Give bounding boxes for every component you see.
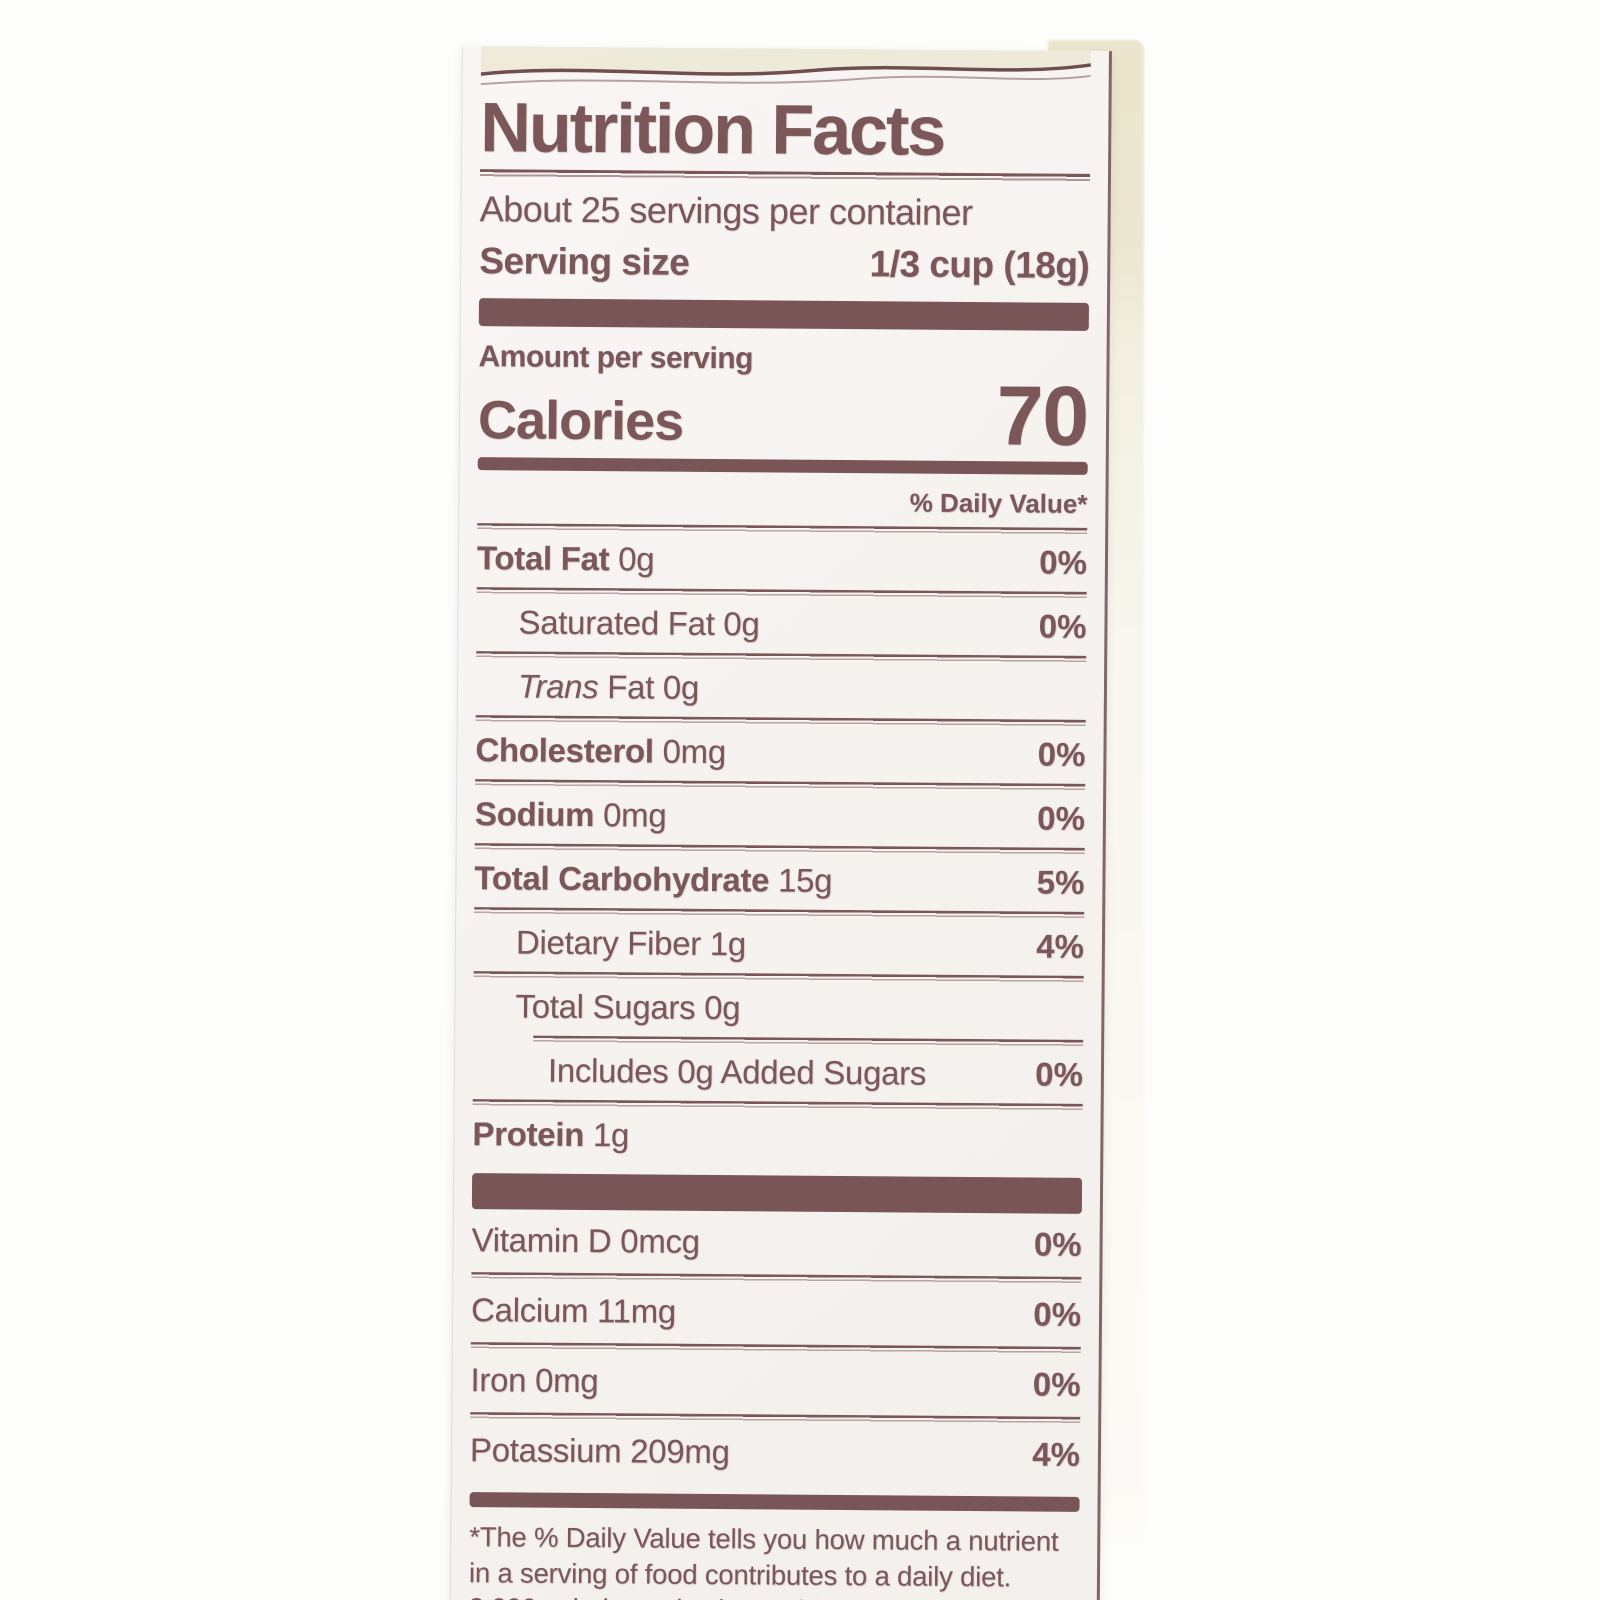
label-title: Nutrition Facts: [480, 88, 945, 170]
micronutrient-row-iron: Iron 0mg 0%: [470, 1360, 1081, 1403]
nutrient-row-total-sugars: Total Sugars 0g: [515, 987, 741, 1027]
daily-value: 0%: [1039, 543, 1088, 581]
daily-value: 0%: [1032, 1365, 1081, 1403]
daily-value: 0%: [1038, 607, 1087, 645]
bag-crease-line: [480, 46, 1091, 86]
daily-value: 0%: [1033, 1225, 1082, 1263]
daily-value-footnote: *The % Daily Value tells you how much a …: [468, 1520, 1059, 1600]
daily-value: 5%: [1036, 863, 1085, 901]
nutrient-row-added-sugars: Includes 0g Added Sugars 0%: [547, 1051, 1084, 1093]
nutrient-row-total-carbohydrate: Total Carbohydrate 15g 5%: [474, 859, 1085, 901]
calories-row: Calories 70: [477, 367, 1089, 463]
serving-size-label: Serving size: [479, 239, 690, 283]
nutrient-row-dietary-fiber: Dietary Fiber 1g 4%: [515, 923, 1085, 965]
section-bar: [478, 297, 1090, 331]
nutrient-row-sodium: Sodium 0mg 0%: [474, 795, 1086, 837]
nutrition-facts-label: Nutrition Facts About 25 servings per co…: [449, 46, 1112, 1600]
section-bar: [471, 1173, 1083, 1214]
nutrient-row-protein: Protein 1g: [472, 1115, 630, 1154]
daily-value: 4%: [1036, 927, 1085, 965]
daily-value: 0%: [1037, 799, 1086, 837]
micronutrient-row-vitamin-d: Vitamin D 0mcg 0%: [471, 1221, 1082, 1263]
servings-per-container: About 25 servings per container: [479, 187, 973, 233]
daily-value: 4%: [1032, 1435, 1081, 1473]
title-divider: [479, 168, 1091, 183]
serving-size-value: 1/3 cup (18g): [869, 242, 1090, 286]
micronutrient-row-calcium: Calcium 11mg 0%: [470, 1291, 1082, 1333]
section-bar: [469, 1491, 1080, 1512]
serving-size-row: Serving size 1/3 cup (18g): [479, 240, 1089, 287]
nutrient-row-saturated-fat: Saturated Fat 0g 0%: [518, 603, 1087, 645]
nutrient-row-total-fat: Total Fat 0g 0%: [476, 539, 1088, 581]
daily-value: 0%: [1037, 735, 1086, 773]
daily-value: 0%: [1033, 1295, 1082, 1333]
calories-label: Calories: [477, 390, 684, 452]
nutrient-row-trans-fat: Trans Fat 0g: [517, 667, 700, 706]
micronutrient-row-potassium: Potassium 209mg 4%: [469, 1430, 1081, 1473]
calories-value: 70: [996, 367, 1089, 463]
nutrient-row-cholesterol: Cholesterol 0mg 0%: [475, 731, 1086, 773]
daily-value-header: % Daily Value*: [909, 487, 1088, 519]
daily-value: 0%: [1035, 1055, 1084, 1093]
